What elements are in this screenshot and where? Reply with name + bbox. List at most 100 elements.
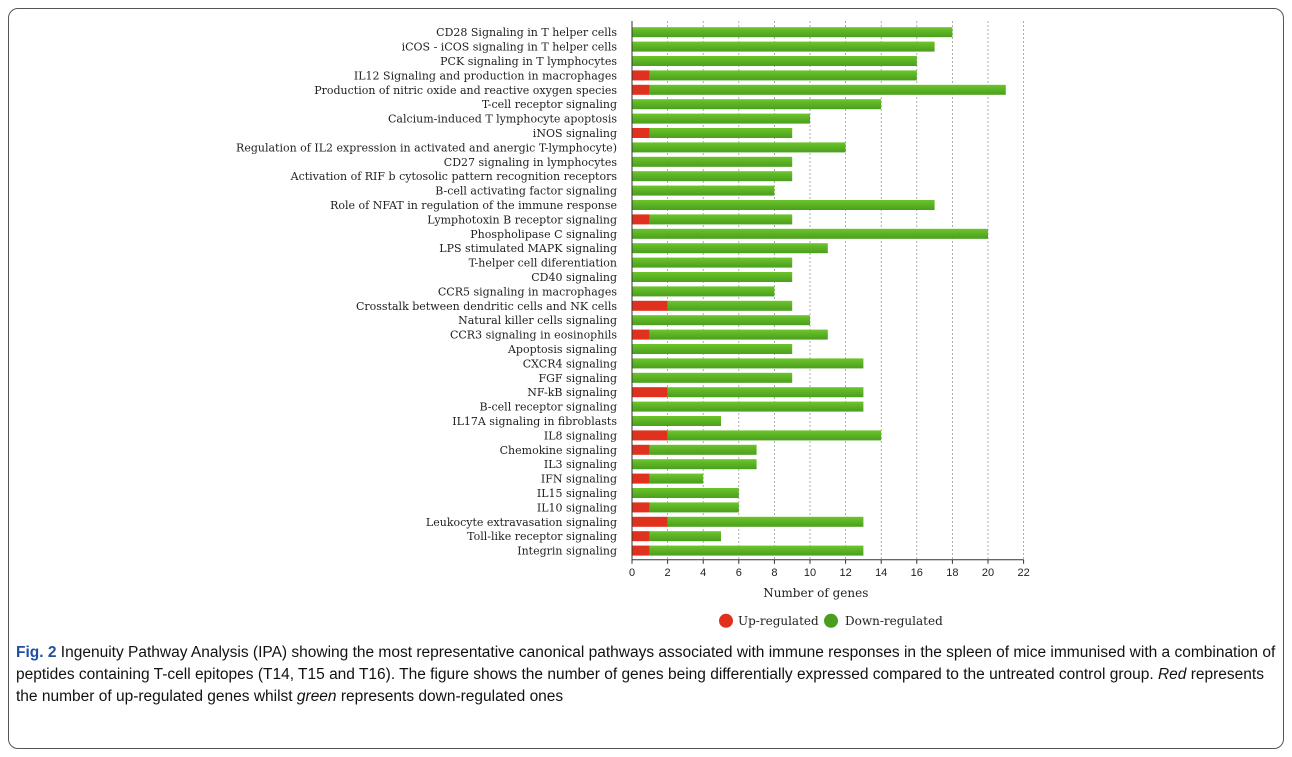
bar-up-7	[632, 128, 650, 138]
bar-down-20	[632, 315, 810, 326]
x-tick-label-16: 16	[911, 567, 923, 579]
category-label-11: B-cell activating factor signaling	[435, 185, 617, 198]
legend-up-marker	[719, 613, 733, 628]
x-tick-label-20: 20	[982, 567, 994, 579]
bar-down-18	[632, 286, 775, 297]
category-label-0: CD28 Signaling in T helper cells	[436, 26, 617, 39]
bar-down-23	[632, 358, 864, 369]
bar-down-0	[632, 27, 953, 38]
bar-down-35	[649, 531, 721, 542]
bar-down-34	[667, 516, 864, 527]
x-axis-title: Number of genes	[763, 586, 868, 600]
figure-label: Fig. 2	[16, 644, 57, 661]
bar-up-4	[632, 84, 650, 95]
bar-down-6	[632, 113, 810, 124]
category-label-22: Apoptosis signaling	[507, 343, 617, 356]
category-label-20: Natural killer cells signaling	[458, 314, 617, 327]
x-tick-label-8: 8	[771, 567, 777, 579]
bar-down-10	[632, 171, 793, 182]
caption-text-1: Ingenuity Pathway Analysis (IPA) showing…	[16, 644, 1276, 683]
bar-down-36	[649, 545, 864, 556]
bar-up-25	[632, 387, 668, 398]
bar-down-15	[632, 243, 828, 254]
category-label-18: CCR5 signaling in macrophages	[438, 285, 617, 298]
category-label-21: CCR3 signaling in eosinophils	[450, 329, 617, 342]
bar-up-28	[632, 430, 668, 441]
bar-down-32	[632, 488, 739, 498]
bar-down-9	[632, 156, 793, 167]
x-tick-label-2: 2	[665, 567, 671, 579]
bar-down-25	[667, 387, 864, 398]
category-label-15: LPS stimulated MAPK signaling	[439, 242, 617, 255]
bar-down-12	[632, 200, 935, 210]
category-label-32: IL15 signaling	[537, 487, 617, 500]
bar-down-21	[649, 329, 828, 340]
legend: Up-regulated Down-regulated	[719, 613, 943, 628]
category-label-2: PCK signaling in T lymphocytes	[440, 55, 617, 68]
bar-down-22	[632, 344, 793, 354]
category-label-1: iCOS - iCOS signaling in T helper cells	[402, 41, 618, 54]
bar-up-33	[632, 502, 650, 513]
category-label-16: T-helper cell diferentiation	[469, 257, 617, 270]
bar-down-7	[649, 128, 793, 138]
bar-down-3	[649, 70, 917, 81]
category-label-14: Phospholipase C signaling	[470, 228, 617, 241]
bar-down-14	[632, 228, 988, 239]
category-label-13: Lymphotoxin B receptor signaling	[427, 213, 617, 226]
category-label-23: CXCR4 signaling	[523, 357, 617, 370]
bar-down-26	[632, 401, 864, 412]
bar-down-2	[632, 56, 917, 66]
category-label-27: IL17A signaling in fibroblasts	[452, 415, 617, 428]
caption-red-word: Red	[1157, 666, 1187, 683]
bar-up-19	[632, 300, 668, 311]
category-label-33: IL10 signaling	[537, 501, 617, 514]
category-label-31: IFN signaling	[541, 473, 617, 486]
bar-down-1	[632, 41, 935, 52]
legend-up-label: Up-regulated	[738, 614, 819, 628]
bar-up-13	[632, 214, 650, 225]
category-label-4: Production of nitric oxide and reactive …	[314, 84, 617, 97]
grid-lines	[667, 21, 1024, 560]
category-label-12: Role of NFAT in regulation of the immune…	[330, 199, 617, 212]
category-label-30: IL3 signaling	[544, 458, 617, 471]
category-label-17: CD40 signaling	[531, 271, 617, 284]
category-label-8: Regulation of IL2 expression in activate…	[236, 141, 617, 154]
category-label-28: IL8 signaling	[544, 429, 617, 442]
category-label-29: Chemokine signaling	[500, 444, 617, 457]
category-label-24: FGF signaling	[538, 372, 617, 385]
bar-down-27	[632, 416, 721, 426]
x-tick-label-22: 22	[1017, 567, 1029, 579]
bar-up-35	[632, 531, 650, 542]
category-label-6: Calcium-induced T lymphocyte apoptosis	[388, 113, 617, 126]
x-tick-label-12: 12	[839, 567, 851, 579]
category-label-36: Integrin signaling	[517, 545, 617, 558]
bar-up-29	[632, 444, 650, 455]
bar-chart: CD28 Signaling in T helper cells iCOS - i…	[236, 21, 1030, 628]
category-label-5: T-cell receptor signaling	[482, 98, 617, 111]
x-tick-label-14: 14	[875, 567, 887, 579]
category-label-10: Activation of RIF b cytosolic pattern re…	[290, 170, 618, 183]
x-tick-label-10: 10	[804, 567, 816, 579]
bar-down-16	[632, 257, 793, 268]
x-tick-label-0: 0	[629, 567, 635, 579]
bar-up-21	[632, 329, 650, 340]
category-label-26: B-cell receptor signaling	[480, 401, 618, 414]
legend-down-marker	[824, 613, 838, 628]
x-tick-label-6: 6	[736, 567, 742, 579]
category-label-7: iNOS signaling	[533, 127, 617, 140]
category-label-25: NF-kB signaling	[527, 386, 617, 399]
bar-down-29	[649, 444, 757, 455]
bar-up-36	[632, 545, 650, 556]
bar-down-17	[632, 272, 793, 282]
caption-text-2: represents the number of up-regulated ge…	[16, 666, 1264, 705]
caption-green-word: green	[296, 688, 337, 705]
x-tick-label-4: 4	[700, 567, 706, 579]
caption-text-3: represents down-regulated ones	[336, 688, 564, 705]
bar-up-34	[632, 516, 668, 527]
category-label-19: Crosstalk between dendritic cells and NK…	[356, 300, 617, 313]
category-labels: CD28 Signaling in T helper cells iCOS - i…	[236, 26, 617, 557]
bar-down-33	[649, 502, 739, 513]
bar-down-30	[632, 459, 757, 470]
bar-down-19	[667, 300, 793, 311]
category-label-34: Leukocyte extravasation signaling	[426, 516, 617, 529]
